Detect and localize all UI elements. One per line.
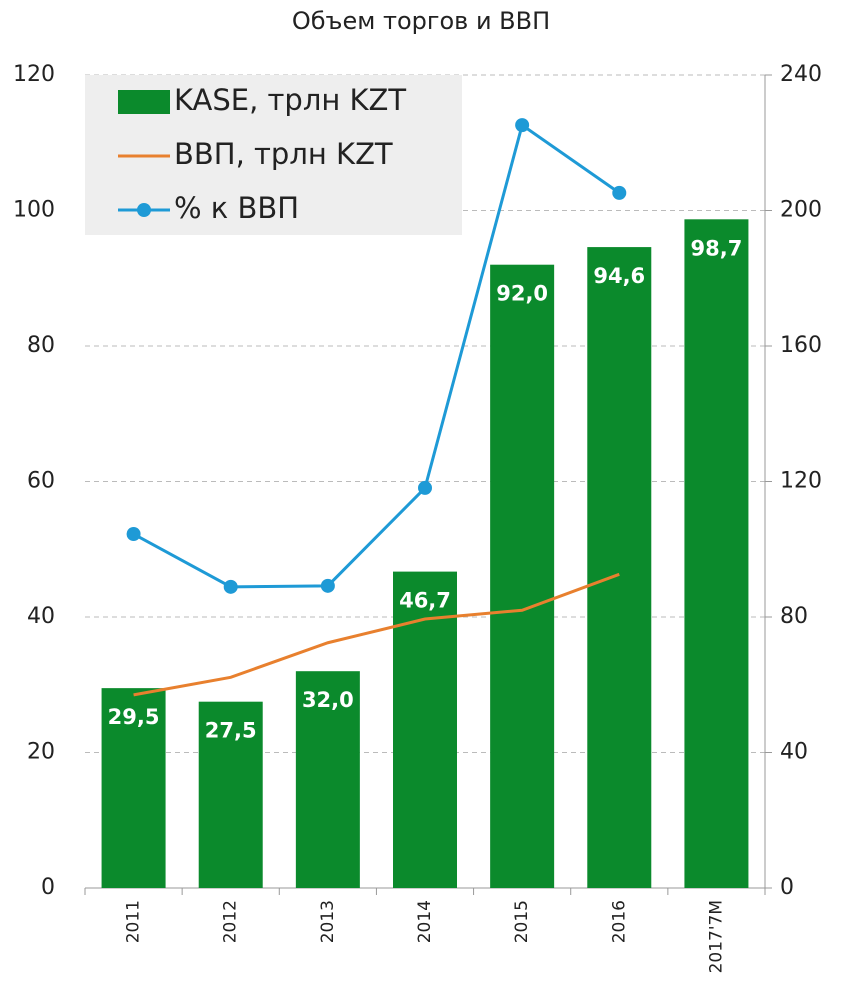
marker: [126, 527, 141, 542]
marker: [320, 578, 335, 593]
x-tick-label: 2013: [318, 900, 338, 943]
legend-label: KASE, трлн KZT: [174, 83, 406, 117]
legend-swatch: [118, 90, 170, 114]
legend-marker: [137, 203, 151, 217]
bar: [490, 264, 555, 888]
legend: KASE, трлн KZT ВВП, трлн KZT % к ВВП: [85, 75, 462, 235]
data-label: 29,5: [108, 705, 160, 729]
y-tick-label: 0: [41, 875, 55, 900]
data-label: 98,7: [691, 236, 743, 260]
y2-tick-label: 160: [780, 333, 822, 358]
x-tick-label: 2011: [124, 900, 144, 943]
y2-tick-label: 0: [780, 875, 794, 900]
data-label: 94,6: [593, 264, 645, 288]
line: [133, 572, 620, 697]
bar: [684, 219, 749, 888]
chart-title: Объем торгов и ВВП: [292, 7, 550, 35]
data-label: 46,7: [399, 589, 451, 613]
bar: [587, 247, 652, 888]
data-label: 32,0: [302, 688, 354, 712]
y2-tick-label: 120: [780, 469, 822, 494]
y-tick-label: 80: [27, 333, 55, 358]
data-label: 92,0: [496, 282, 548, 306]
y-tick-label: 40: [27, 604, 55, 629]
legend-label: ВВП, трлн KZT: [174, 137, 393, 171]
line: [132, 122, 621, 589]
x-tick-label: 2012: [221, 900, 241, 943]
marker: [418, 480, 432, 495]
y-tick-label: 100: [13, 198, 55, 223]
data-label: 27,5: [205, 719, 257, 743]
x-tick-label: 2016: [609, 900, 629, 943]
marker: [223, 579, 238, 594]
x-tick-label: 2014: [415, 900, 435, 943]
legend-label: % к ВВП: [174, 191, 299, 225]
y-tick-label: 20: [27, 740, 55, 765]
x-tick-label: 2015: [512, 900, 532, 943]
x-tick-label: 2017'7M: [706, 900, 726, 973]
y-tick-label: 120: [13, 62, 55, 87]
y2-tick-label: 200: [780, 198, 822, 223]
marker: [515, 118, 530, 133]
y2-tick-label: 80: [780, 604, 808, 629]
y2-tick-label: 240: [780, 62, 822, 87]
bar: [198, 701, 263, 888]
marker: [612, 185, 627, 200]
bar: [101, 688, 166, 888]
y-tick-label: 60: [27, 469, 55, 494]
bar: [295, 671, 360, 888]
y2-tick-label: 40: [780, 740, 808, 765]
